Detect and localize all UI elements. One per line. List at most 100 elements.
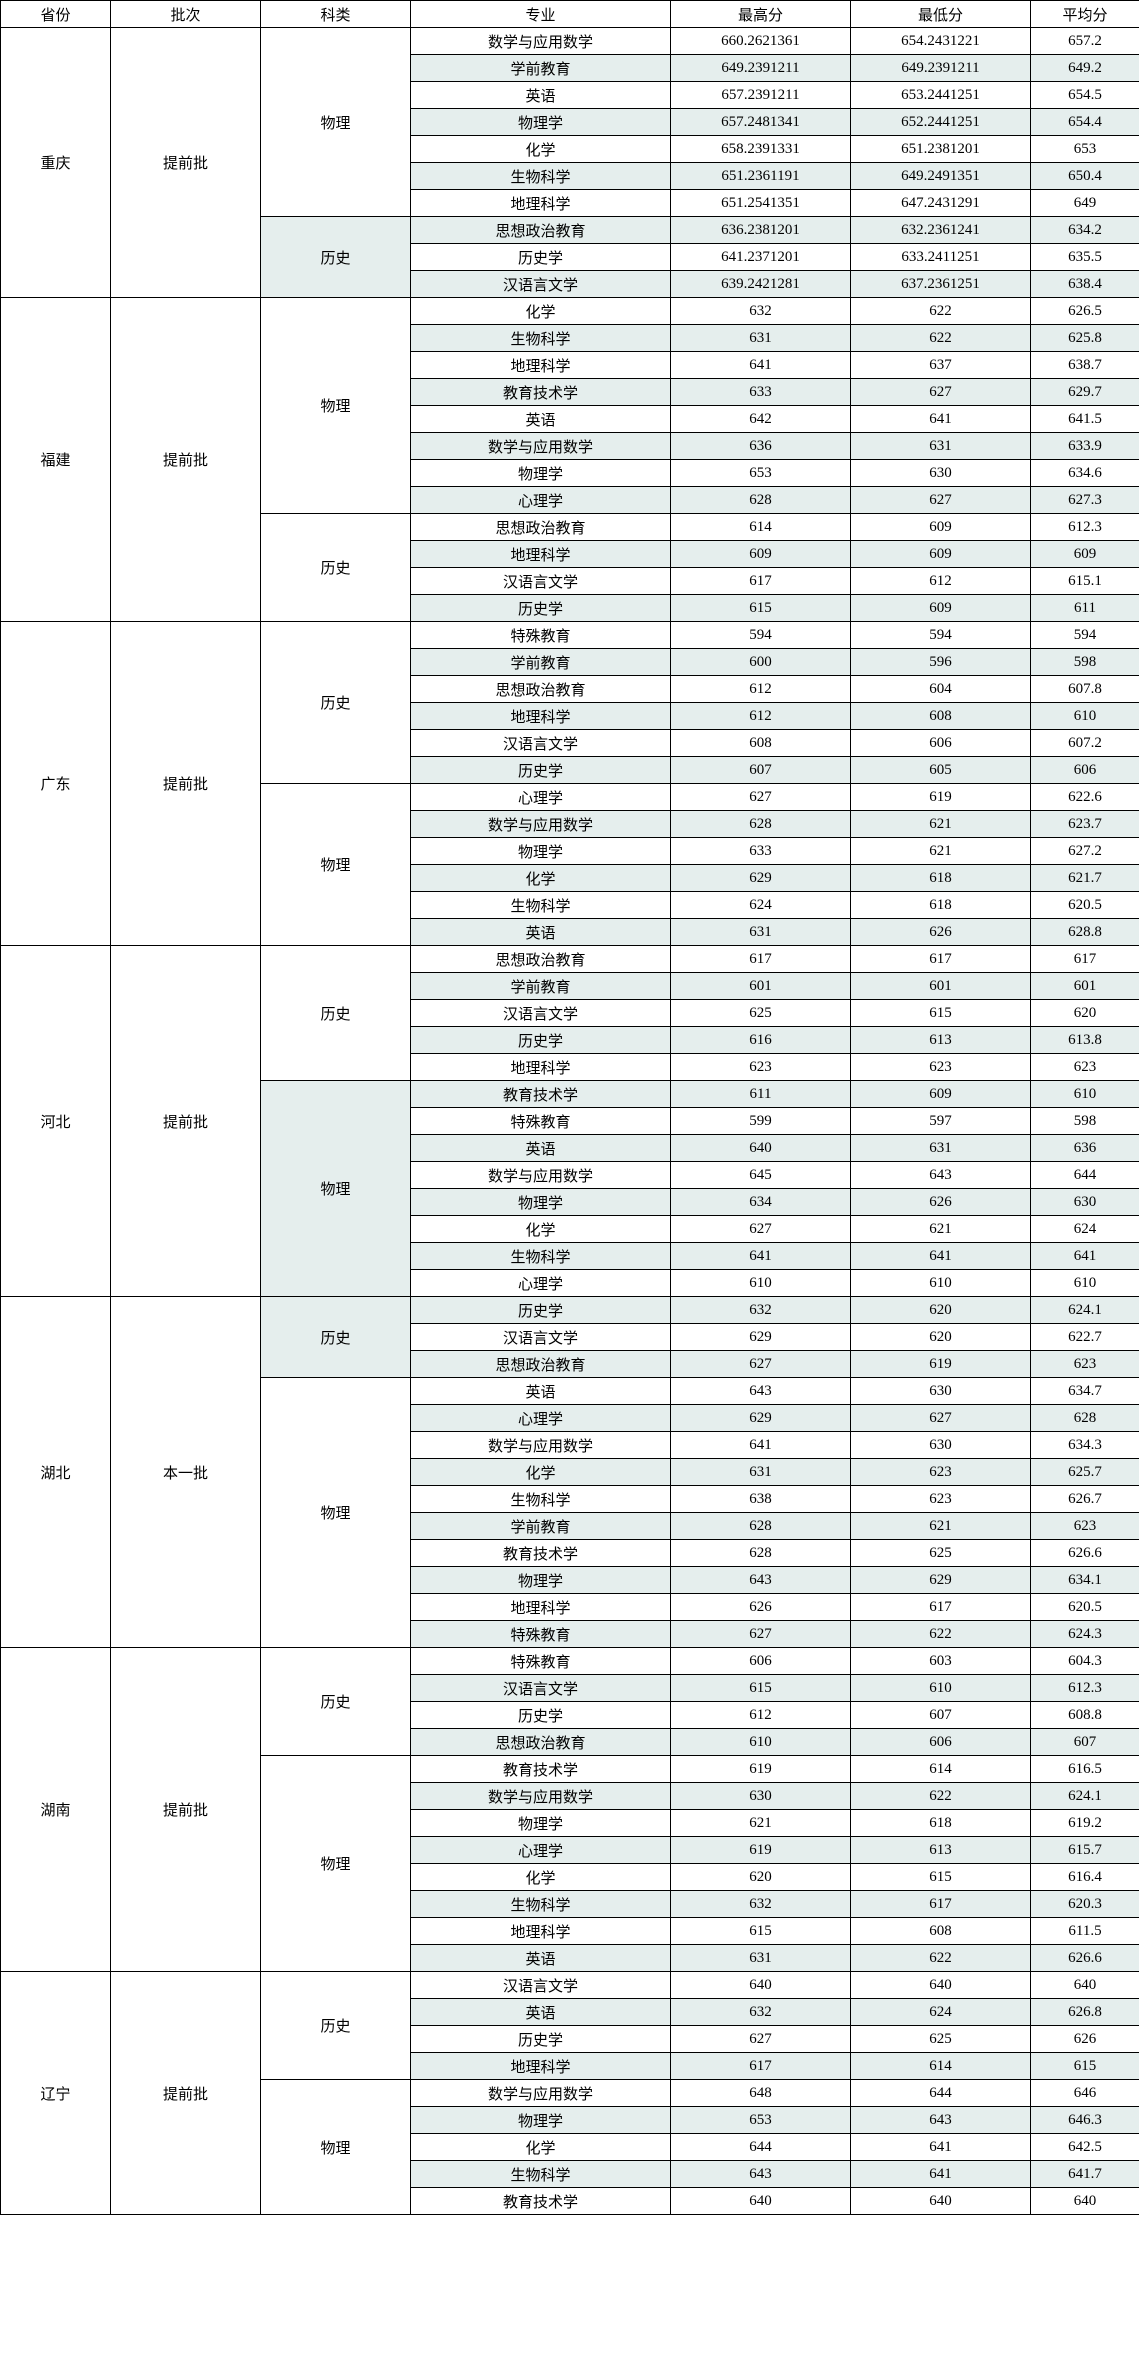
avg-cell: 641.5: [1031, 406, 1139, 433]
avg-cell: 634.2: [1031, 217, 1139, 244]
max-cell: 621: [671, 1810, 851, 1837]
max-cell: 657.2481341: [671, 109, 851, 136]
avg-cell: 640: [1031, 2188, 1139, 2215]
avg-cell: 634.7: [1031, 1378, 1139, 1405]
avg-cell: 625.7: [1031, 1459, 1139, 1486]
min-cell: 631: [851, 1135, 1031, 1162]
max-cell: 623: [671, 1054, 851, 1081]
avg-cell: 623.7: [1031, 811, 1139, 838]
major-cell: 化学: [411, 1864, 671, 1891]
min-cell: 612: [851, 568, 1031, 595]
max-cell: 615: [671, 1675, 851, 1702]
major-cell: 地理科学: [411, 190, 671, 217]
avg-cell: 607.8: [1031, 676, 1139, 703]
min-cell: 619: [851, 784, 1031, 811]
major-cell: 学前教育: [411, 649, 671, 676]
min-cell: 654.2431221: [851, 28, 1031, 55]
min-cell: 640: [851, 2188, 1031, 2215]
category-cell: 历史: [261, 946, 411, 1081]
major-cell: 汉语言文学: [411, 568, 671, 595]
min-cell: 643: [851, 1162, 1031, 1189]
min-cell: 641: [851, 1243, 1031, 1270]
major-cell: 化学: [411, 865, 671, 892]
min-cell: 607: [851, 1702, 1031, 1729]
major-cell: 心理学: [411, 784, 671, 811]
avg-cell: 634.1: [1031, 1567, 1139, 1594]
major-cell: 地理科学: [411, 352, 671, 379]
table-row: 辽宁提前批历史汉语言文学640640640: [1, 1972, 1139, 1999]
max-cell: 636: [671, 433, 851, 460]
min-cell: 622: [851, 1783, 1031, 1810]
avg-cell: 604.3: [1031, 1648, 1139, 1675]
avg-cell: 653: [1031, 136, 1139, 163]
avg-cell: 644: [1031, 1162, 1139, 1189]
province-cell: 辽宁: [1, 1972, 111, 2215]
min-cell: 610: [851, 1270, 1031, 1297]
min-cell: 623: [851, 1054, 1031, 1081]
min-cell: 619: [851, 1351, 1031, 1378]
avg-cell: 638.7: [1031, 352, 1139, 379]
avg-cell: 627.3: [1031, 487, 1139, 514]
avg-cell: 615.1: [1031, 568, 1139, 595]
max-cell: 640: [671, 2188, 851, 2215]
max-cell: 609: [671, 541, 851, 568]
major-cell: 生物科学: [411, 892, 671, 919]
avg-cell: 634.6: [1031, 460, 1139, 487]
max-cell: 660.2621361: [671, 28, 851, 55]
max-cell: 643: [671, 2161, 851, 2188]
major-cell: 历史学: [411, 1297, 671, 1324]
avg-cell: 612.3: [1031, 514, 1139, 541]
major-cell: 数学与应用数学: [411, 433, 671, 460]
major-cell: 特殊教育: [411, 1648, 671, 1675]
avg-cell: 610: [1031, 1270, 1139, 1297]
avg-cell: 622.6: [1031, 784, 1139, 811]
major-cell: 数学与应用数学: [411, 1162, 671, 1189]
major-cell: 英语: [411, 919, 671, 946]
min-cell: 624: [851, 1999, 1031, 2026]
table-row: 湖南提前批历史特殊教育606603604.3: [1, 1648, 1139, 1675]
max-cell: 601: [671, 973, 851, 1000]
min-cell: 597: [851, 1108, 1031, 1135]
max-cell: 624: [671, 892, 851, 919]
min-cell: 632.2361241: [851, 217, 1031, 244]
max-cell: 620: [671, 1864, 851, 1891]
min-cell: 614: [851, 2053, 1031, 2080]
major-cell: 地理科学: [411, 1918, 671, 1945]
major-cell: 学前教育: [411, 1513, 671, 1540]
avg-cell: 649: [1031, 190, 1139, 217]
category-cell: 历史: [261, 514, 411, 622]
max-cell: 611: [671, 1081, 851, 1108]
avg-cell: 623: [1031, 1513, 1139, 1540]
min-cell: 626: [851, 919, 1031, 946]
avg-cell: 616.5: [1031, 1756, 1139, 1783]
major-cell: 教育技术学: [411, 2188, 671, 2215]
avg-cell: 641: [1031, 1243, 1139, 1270]
batch-cell: 提前批: [111, 1648, 261, 1972]
min-cell: 630: [851, 1378, 1031, 1405]
max-cell: 642: [671, 406, 851, 433]
avg-cell: 598: [1031, 1108, 1139, 1135]
major-cell: 思想政治教育: [411, 514, 671, 541]
avg-cell: 594: [1031, 622, 1139, 649]
major-cell: 数学与应用数学: [411, 1432, 671, 1459]
max-cell: 638: [671, 1486, 851, 1513]
avg-cell: 612.3: [1031, 1675, 1139, 1702]
max-cell: 641: [671, 1432, 851, 1459]
major-cell: 特殊教育: [411, 1621, 671, 1648]
max-cell: 641: [671, 352, 851, 379]
category-cell: 物理: [261, 28, 411, 217]
avg-cell: 636: [1031, 1135, 1139, 1162]
min-cell: 637: [851, 352, 1031, 379]
major-cell: 思想政治教育: [411, 1351, 671, 1378]
avg-cell: 608.8: [1031, 1702, 1139, 1729]
max-cell: 636.2381201: [671, 217, 851, 244]
header-min: 最低分: [851, 1, 1031, 28]
major-cell: 教育技术学: [411, 379, 671, 406]
avg-cell: 630: [1031, 1189, 1139, 1216]
min-cell: 625: [851, 1540, 1031, 1567]
min-cell: 617: [851, 1891, 1031, 1918]
max-cell: 610: [671, 1270, 851, 1297]
max-cell: 612: [671, 1702, 851, 1729]
max-cell: 632: [671, 298, 851, 325]
max-cell: 643: [671, 1378, 851, 1405]
